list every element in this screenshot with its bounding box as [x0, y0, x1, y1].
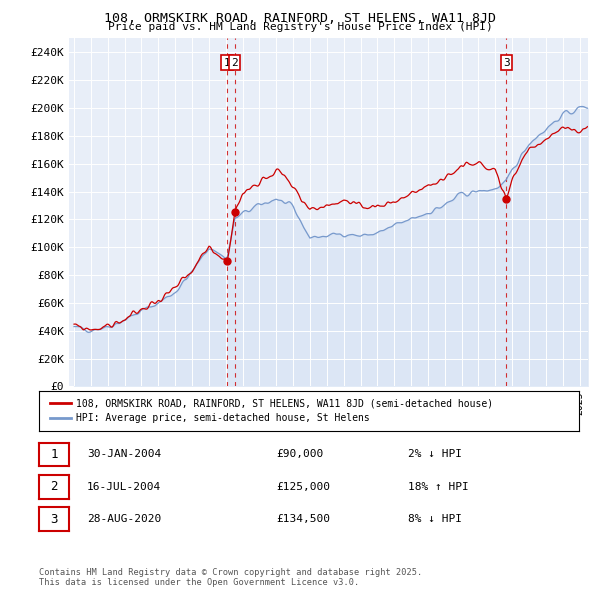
Text: £125,000: £125,000 [276, 482, 330, 491]
Text: £134,500: £134,500 [276, 514, 330, 524]
Text: 28-AUG-2020: 28-AUG-2020 [87, 514, 161, 524]
Text: 16-JUL-2004: 16-JUL-2004 [87, 482, 161, 491]
Text: 30-JAN-2004: 30-JAN-2004 [87, 450, 161, 459]
Text: Contains HM Land Registry data © Crown copyright and database right 2025.
This d: Contains HM Land Registry data © Crown c… [39, 568, 422, 587]
Text: 1: 1 [224, 58, 230, 68]
Text: 8% ↓ HPI: 8% ↓ HPI [408, 514, 462, 524]
Text: £90,000: £90,000 [276, 450, 323, 459]
Text: 2: 2 [50, 480, 58, 493]
Text: 108, ORMSKIRK ROAD, RAINFORD, ST HELENS, WA11 8JD: 108, ORMSKIRK ROAD, RAINFORD, ST HELENS,… [104, 12, 496, 25]
Text: 3: 3 [50, 513, 58, 526]
Text: 2: 2 [232, 58, 238, 68]
Text: Price paid vs. HM Land Registry's House Price Index (HPI): Price paid vs. HM Land Registry's House … [107, 22, 493, 32]
Legend: 108, ORMSKIRK ROAD, RAINFORD, ST HELENS, WA11 8JD (semi-detached house), HPI: Av: 108, ORMSKIRK ROAD, RAINFORD, ST HELENS,… [44, 392, 499, 429]
Text: 18% ↑ HPI: 18% ↑ HPI [408, 482, 469, 491]
Text: 2% ↓ HPI: 2% ↓ HPI [408, 450, 462, 459]
Text: 1: 1 [50, 448, 58, 461]
Text: 3: 3 [503, 58, 509, 68]
